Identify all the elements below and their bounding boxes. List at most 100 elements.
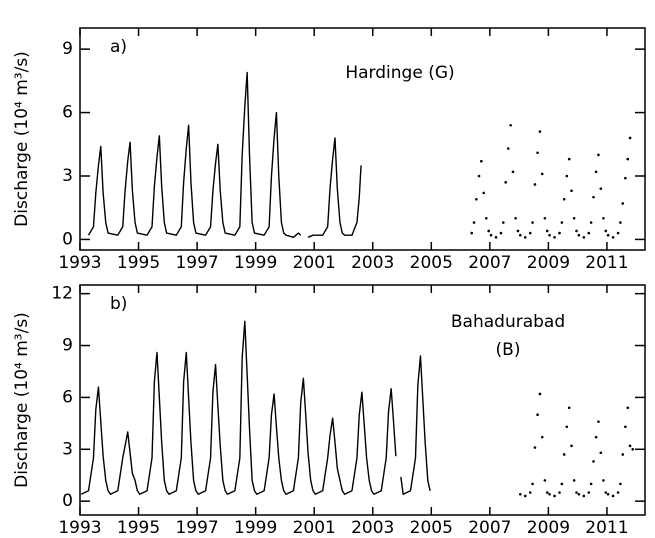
- data-point: [509, 123, 512, 127]
- x-tick-label: 2011: [585, 518, 628, 538]
- y-tick-label: 6: [62, 103, 73, 123]
- data-point: [560, 221, 564, 224]
- data-point: [553, 236, 556, 239]
- x-tick-label: 2005: [410, 518, 453, 538]
- data-point: [567, 406, 571, 410]
- annotation: Bahadurabad: [451, 312, 565, 332]
- data-point: [626, 157, 630, 161]
- y-tick-label: 3: [62, 166, 73, 186]
- data-point: [599, 451, 603, 455]
- data-point: [582, 494, 586, 498]
- data-point: [487, 229, 490, 233]
- data-point: [536, 413, 539, 416]
- x-tick-label: 2003: [351, 518, 394, 538]
- data-point: [531, 482, 534, 486]
- x-tick-label: 2007: [468, 518, 511, 538]
- data-point: [538, 130, 542, 133]
- data-point: [558, 231, 561, 235]
- data-point: [553, 494, 556, 498]
- data-point: [548, 233, 551, 237]
- data-point: [533, 446, 537, 449]
- data-point: [631, 447, 635, 451]
- annotation: Hardinge (G): [345, 63, 454, 83]
- data-point: [540, 435, 544, 439]
- x-tick-label: 2005: [410, 253, 453, 273]
- data-point: [594, 435, 598, 439]
- data-point: [506, 147, 510, 150]
- data-point: [599, 187, 603, 190]
- data-point: [533, 183, 537, 186]
- data-point: [565, 425, 569, 429]
- x-tick-label: 2003: [351, 253, 394, 273]
- data-point: [592, 195, 595, 199]
- y-tick-label: 6: [62, 387, 73, 407]
- data-point: [621, 453, 625, 456]
- data-point: [624, 425, 627, 429]
- y-tick-label: 0: [62, 229, 73, 249]
- data-point: [606, 233, 610, 237]
- data-point: [489, 233, 493, 237]
- data-point: [562, 197, 566, 201]
- data-point: [604, 229, 608, 233]
- x-tick-label: 1999: [234, 253, 277, 273]
- data-point: [577, 233, 581, 237]
- y-axis-label: Discharge (10⁴ m³/s): [12, 51, 32, 227]
- data-point: [511, 170, 515, 174]
- x-tick-label: 2001: [293, 518, 336, 538]
- data-point: [616, 231, 620, 235]
- x-tick-label: 2009: [527, 518, 570, 538]
- data-point: [523, 236, 527, 239]
- y-tick-label: 9: [62, 39, 73, 59]
- data-point: [502, 221, 505, 224]
- data-point: [545, 229, 549, 233]
- data-point: [480, 159, 483, 163]
- data-point: [499, 231, 503, 235]
- data-point: [597, 153, 600, 157]
- data-point: [626, 406, 630, 410]
- series-line: [80, 320, 431, 495]
- y-tick-label: 12: [51, 284, 73, 304]
- data-point: [628, 136, 632, 140]
- data-point: [516, 229, 520, 233]
- data-point: [558, 491, 561, 494]
- x-tick-label: 1997: [175, 253, 218, 273]
- data-point: [536, 151, 539, 155]
- data-point: [504, 181, 507, 184]
- data-point: [565, 174, 569, 178]
- data-point: [619, 221, 622, 224]
- data-point: [528, 491, 532, 494]
- data-point: [616, 491, 620, 494]
- panel-label: b): [110, 294, 127, 314]
- data-point: [560, 482, 564, 486]
- x-tick-label: 1993: [58, 253, 101, 273]
- x-tick-label: 2011: [585, 253, 628, 273]
- data-point: [621, 202, 625, 205]
- data-point: [572, 479, 576, 482]
- data-point: [611, 494, 615, 498]
- data-point: [572, 216, 576, 220]
- y-tick-label: 0: [62, 491, 73, 511]
- plot-frame: [79, 284, 646, 516]
- data-point: [592, 460, 595, 463]
- data-point: [575, 229, 578, 233]
- data-point: [602, 216, 605, 220]
- data-point: [582, 236, 586, 239]
- x-tick-label: 1997: [175, 518, 218, 538]
- data-point: [548, 492, 551, 496]
- data-point: [562, 453, 566, 456]
- x-tick-label: 2007: [468, 253, 511, 273]
- data-point: [494, 236, 498, 239]
- data-point: [477, 174, 481, 178]
- data-point: [570, 444, 573, 448]
- data-point: [523, 494, 527, 498]
- data-point: [597, 420, 600, 423]
- y-tick-label: 9: [62, 336, 73, 356]
- data-point: [624, 176, 627, 180]
- data-point: [531, 221, 534, 224]
- data-point: [482, 191, 485, 195]
- data-point: [587, 491, 591, 494]
- data-point: [570, 189, 573, 193]
- data-point: [538, 392, 542, 396]
- annotation: (B): [496, 340, 521, 360]
